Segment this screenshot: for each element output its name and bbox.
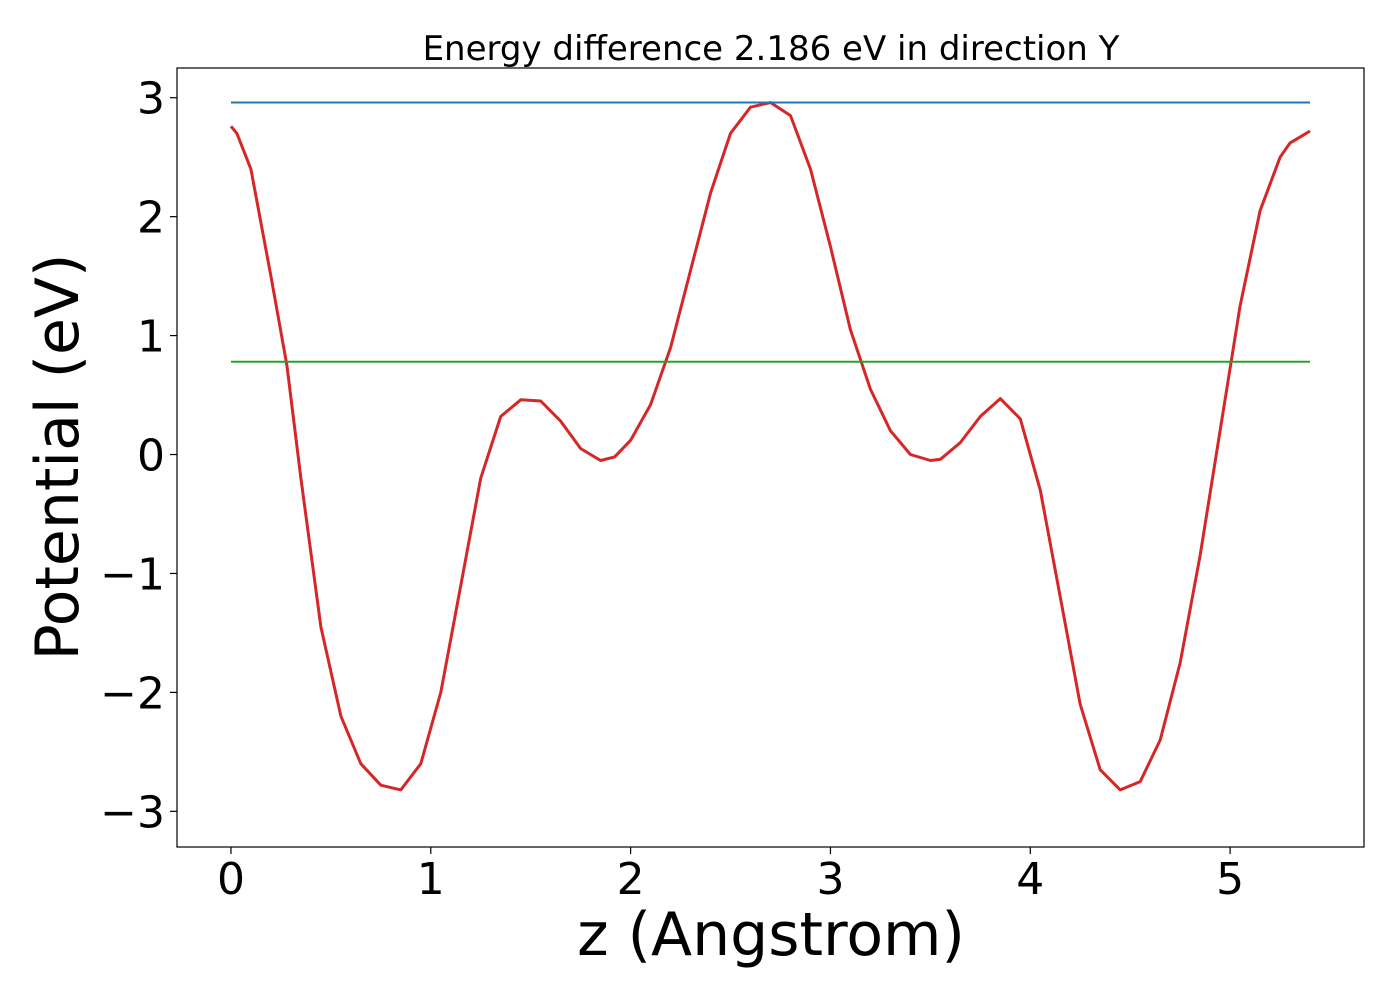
- y-tick-label: −1: [100, 549, 165, 600]
- y-tick-label: 3: [137, 74, 165, 125]
- y-tick-label: −3: [100, 787, 165, 838]
- x-tick-label: 3: [816, 854, 844, 905]
- x-tick-label: 1: [417, 854, 445, 905]
- x-tick-label: 5: [1216, 854, 1244, 905]
- series-layer: [229, 101, 1311, 792]
- x-axis-label: z (Angstrom): [577, 900, 965, 970]
- y-axis-label: Potential (eV): [23, 254, 93, 661]
- chart-title: Energy difference 2.186 eV in direction …: [423, 29, 1120, 69]
- y-axis: −3 −2 −1 0 1 2 3: [100, 74, 177, 838]
- x-tick-label: 0: [217, 854, 245, 905]
- x-tick-label: 4: [1016, 854, 1044, 905]
- y-tick-label: 2: [137, 193, 165, 244]
- y-tick-label: 1: [137, 312, 165, 363]
- y-tick-label: 0: [137, 431, 165, 482]
- series-line-0: [229, 101, 1311, 792]
- y-tick-label: −2: [100, 668, 165, 719]
- x-tick-label: 2: [617, 854, 645, 905]
- x-axis: 0 1 2 3 4 5: [217, 847, 1244, 905]
- plot-frame: [176, 67, 1365, 848]
